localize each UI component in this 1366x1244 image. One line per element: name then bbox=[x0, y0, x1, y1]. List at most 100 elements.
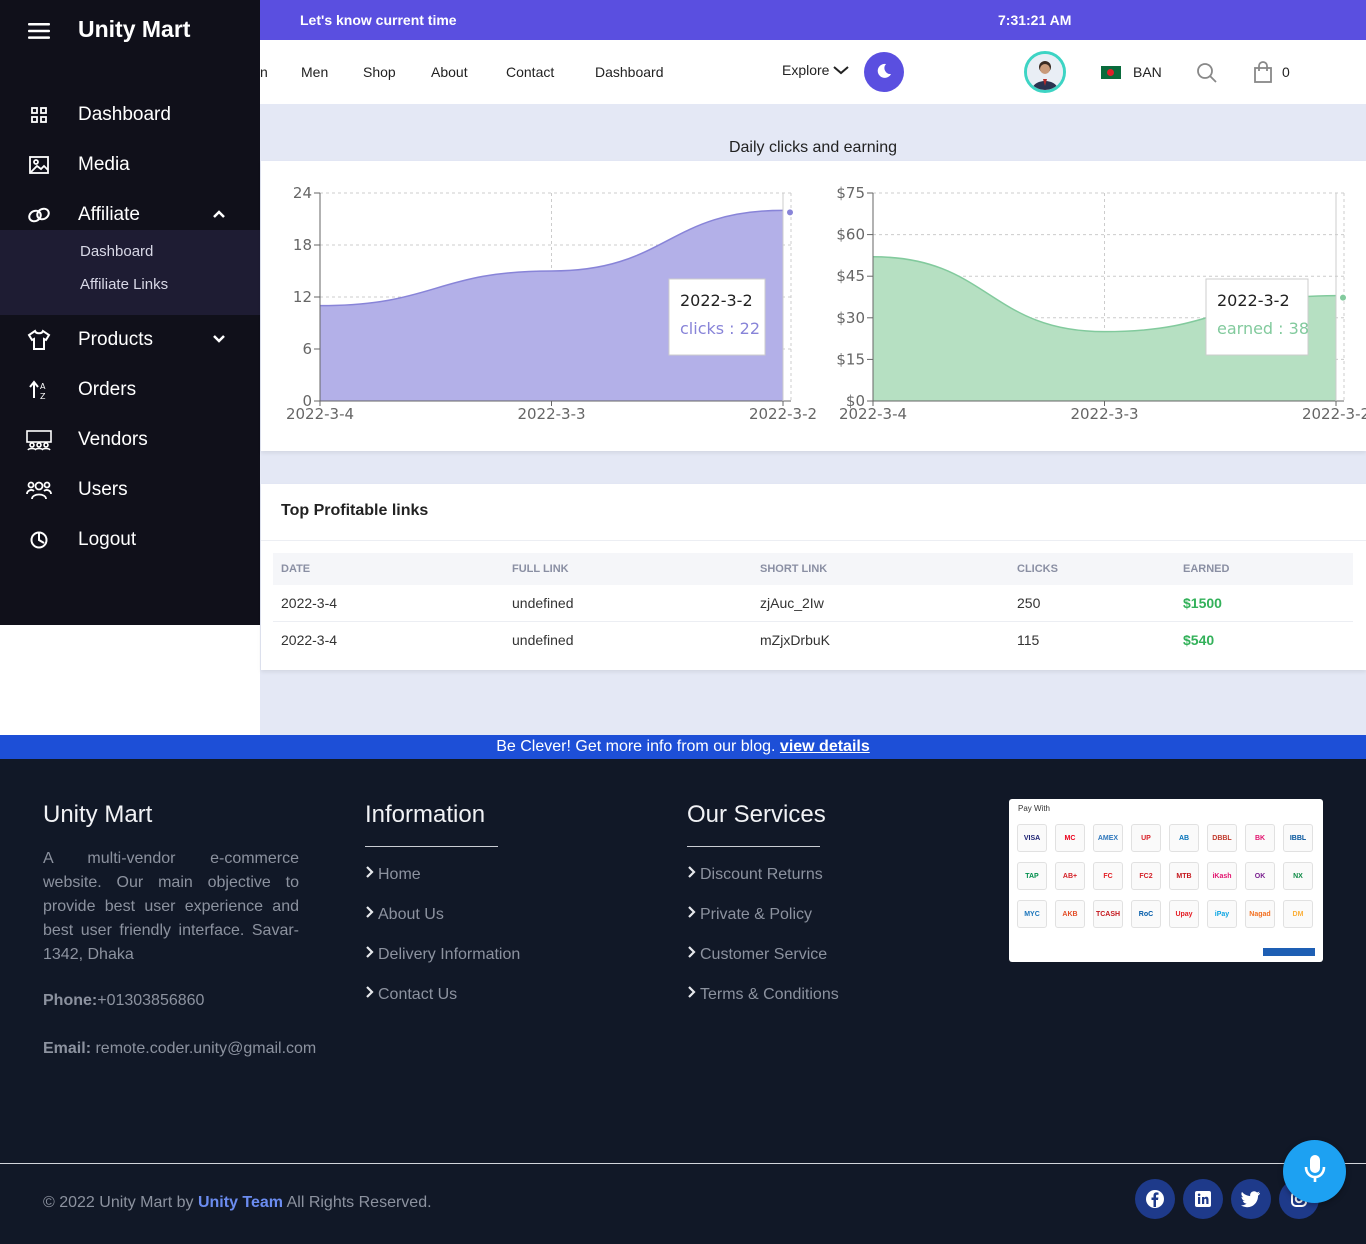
footer-about: A multi-vendor e-commerce website. Our m… bbox=[43, 850, 299, 963]
sidebar-item-products[interactable]: Products bbox=[0, 320, 260, 360]
sidebar-item-label: Affiliate bbox=[78, 204, 140, 225]
x-tick-label: 2022-3-2 bbox=[1302, 405, 1366, 423]
view-details-link[interactable]: view details bbox=[779, 738, 870, 755]
sidebar-item-affiliate[interactable]: Affiliate bbox=[0, 195, 260, 235]
nav-item-men[interactable]: Men bbox=[301, 64, 329, 80]
footer-link-label: Customer Service bbox=[700, 945, 828, 963]
payment-logo: AB bbox=[1169, 824, 1199, 852]
y-tick-label: $0 bbox=[846, 392, 865, 410]
payment-logo: AB+ bbox=[1055, 862, 1085, 890]
nav-item-dashboard[interactable]: Dashboard bbox=[595, 64, 664, 80]
footer-link-about-us[interactable]: About Us bbox=[365, 905, 444, 924]
footer-link-delivery[interactable]: Delivery Information bbox=[365, 945, 520, 964]
payment-logo: FC2 bbox=[1131, 862, 1161, 890]
y-tick-label: 12 bbox=[293, 288, 312, 306]
explore-label: Explore bbox=[782, 62, 830, 78]
footer: Unity Mart A multi-vendor e-commerce web… bbox=[0, 759, 1366, 1244]
table-header: DATE FULL LINK SHORT LINK CLICKS EARNED bbox=[273, 553, 1353, 585]
th-short-link: SHORT LINK bbox=[760, 563, 828, 575]
sidebar-item-label: Vendors bbox=[78, 429, 148, 450]
country-selector[interactable]: BAN bbox=[1133, 64, 1162, 80]
footer-link-contact-us[interactable]: Contact Us bbox=[365, 985, 457, 1004]
avatar[interactable] bbox=[1024, 51, 1066, 93]
shopping-bag-icon[interactable] bbox=[1254, 61, 1272, 86]
sslcommerz-badge bbox=[1263, 948, 1315, 956]
footer-link-privacy[interactable]: Private & Policy bbox=[687, 905, 812, 924]
chevron-right-icon bbox=[365, 865, 375, 884]
payment-logo: iKash bbox=[1207, 862, 1237, 890]
sidebar-item-logout[interactable]: Logout bbox=[0, 520, 260, 560]
cell-clicks: 115 bbox=[1017, 632, 1040, 648]
cell-short-link[interactable]: zjAuc_2Iw bbox=[760, 595, 824, 611]
footer-phone: Phone:+01303856860 bbox=[43, 992, 204, 1010]
shirt-icon bbox=[26, 327, 52, 353]
footer-link-home[interactable]: Home bbox=[365, 865, 421, 884]
grid-icon bbox=[26, 102, 52, 128]
chart-title: Daily clicks and earning bbox=[728, 139, 898, 156]
copyright-team[interactable]: Unity Team bbox=[197, 1194, 284, 1211]
nav-item-shop[interactable]: Shop bbox=[363, 64, 396, 80]
table-row: 2022-3-4 undefined mZjxDrbuK 115 $540 bbox=[273, 622, 1353, 659]
payment-logo: TCASH bbox=[1093, 900, 1123, 928]
twitter-icon[interactable] bbox=[1231, 1179, 1271, 1219]
x-tick-label: 2022-3-3 bbox=[517, 405, 585, 423]
cell-earned: $1500 bbox=[1183, 595, 1222, 611]
payment-methods-card: Pay With VISA MC AMEX UP AB DBBL BK IBBL TAP AB+ F… bbox=[1009, 799, 1323, 962]
payment-logo: NX bbox=[1283, 862, 1313, 890]
nav-item-about[interactable]: About bbox=[431, 64, 468, 80]
sidebar-bottom-space bbox=[0, 625, 260, 735]
payment-logo: Nagad bbox=[1245, 900, 1275, 928]
copyright: © 2022 Unity Mart by Unity Team All Righ… bbox=[43, 1194, 432, 1212]
cell-full-link[interactable]: undefined bbox=[512, 595, 574, 611]
tooltip-value: earned : 38 bbox=[1217, 319, 1309, 338]
cart-count: 0 bbox=[1282, 64, 1290, 80]
sidebar-item-media[interactable]: Media bbox=[0, 145, 260, 185]
pay-with-label: Pay With bbox=[1018, 804, 1051, 813]
x-tick-label: 2022-3-2 bbox=[749, 405, 817, 423]
payment-logo: UP bbox=[1131, 824, 1161, 852]
payment-logo: AMEX bbox=[1093, 824, 1123, 852]
footer-link-discount-returns[interactable]: Discount Returns bbox=[687, 865, 823, 884]
dark-mode-toggle[interactable] bbox=[864, 52, 904, 92]
payment-logo: AKB bbox=[1055, 900, 1085, 928]
y-tick-label: 0 bbox=[302, 392, 312, 410]
footer-link-customer-service[interactable]: Customer Service bbox=[687, 945, 827, 964]
chevron-right-icon bbox=[365, 945, 375, 964]
explore-dropdown[interactable]: Explore bbox=[782, 62, 850, 78]
payment-logo: MYC bbox=[1017, 900, 1047, 928]
sidebar-item-users[interactable]: Users bbox=[0, 470, 260, 510]
cell-full-link[interactable]: undefined bbox=[512, 632, 574, 648]
blog-banner: Be Clever! Get more info from our blog. … bbox=[0, 735, 1366, 759]
nav-item-contact[interactable]: Contact bbox=[506, 64, 555, 80]
footer-link-label: Discount Returns bbox=[700, 865, 823, 883]
hamburger-menu-icon[interactable] bbox=[28, 22, 50, 45]
main-nav: n Men Shop About Contact Dashboard Explo… bbox=[260, 40, 1366, 104]
voice-search-button[interactable] bbox=[1283, 1140, 1346, 1203]
facebook-icon[interactable] bbox=[1135, 1179, 1175, 1219]
sidebar-item-vendors[interactable]: Vendors bbox=[0, 420, 260, 460]
cell-clicks: 250 bbox=[1017, 595, 1041, 611]
link-icon bbox=[26, 202, 52, 228]
submenu-item-affiliate-links[interactable]: Affiliate Links bbox=[80, 276, 169, 293]
payment-logo: IBBL bbox=[1283, 824, 1313, 852]
divider bbox=[365, 846, 498, 847]
nav-item-partial[interactable]: n bbox=[260, 64, 268, 80]
tooltip-box bbox=[1205, 278, 1309, 356]
search-icon[interactable] bbox=[1196, 62, 1218, 87]
th-full-link: FULL LINK bbox=[512, 563, 569, 575]
y-tick-label: 24 bbox=[293, 184, 312, 202]
linkedin-icon[interactable] bbox=[1183, 1179, 1223, 1219]
microphone-icon bbox=[1302, 1153, 1328, 1190]
footer-link-terms[interactable]: Terms & Conditions bbox=[687, 985, 839, 1004]
sidebar-item-dashboard[interactable]: Dashboard bbox=[0, 95, 260, 135]
sidebar-item-label: Products bbox=[78, 329, 153, 350]
divider bbox=[687, 846, 820, 847]
moon-icon bbox=[876, 63, 892, 82]
submenu-item-dashboard[interactable]: Dashboard bbox=[80, 243, 154, 260]
tooltip-value: clicks : 22 bbox=[680, 319, 760, 338]
logout-icon bbox=[26, 527, 52, 553]
users-icon bbox=[26, 477, 52, 503]
cell-short-link[interactable]: mZjxDrbuK bbox=[760, 632, 831, 648]
sidebar-item-label: Media bbox=[78, 154, 130, 175]
